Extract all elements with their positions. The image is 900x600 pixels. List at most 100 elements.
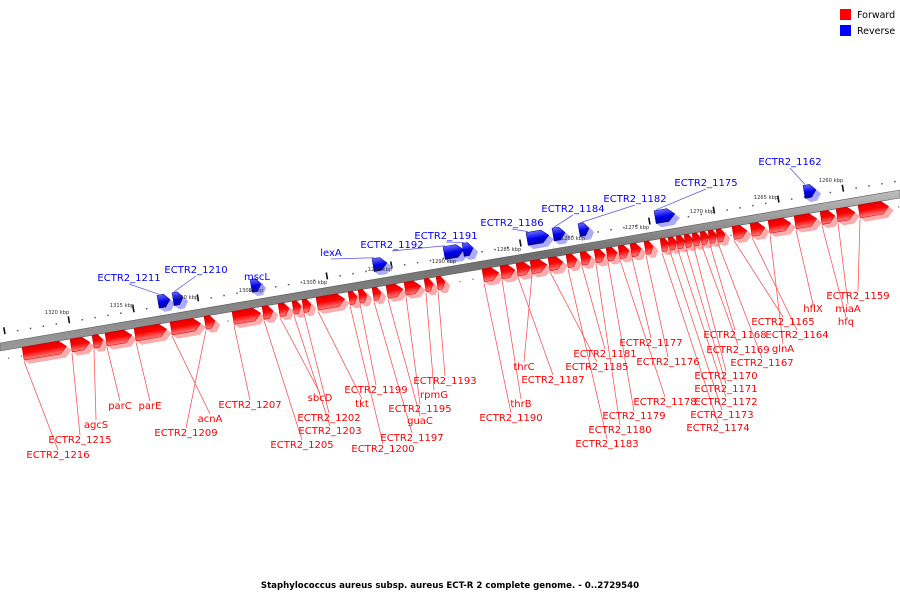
forward-feature[interactable] [547, 255, 569, 275]
forward-feature-label[interactable]: hfq [838, 317, 854, 328]
forward-feature[interactable] [767, 216, 797, 238]
forward-feature[interactable] [277, 301, 295, 321]
reverse-feature[interactable] [371, 256, 393, 276]
forward-feature[interactable] [435, 275, 451, 294]
forward-feature[interactable] [691, 231, 707, 250]
forward-feature[interactable] [749, 220, 771, 240]
reverse-feature[interactable] [551, 225, 571, 245]
forward-feature-label[interactable]: ECTR2_1207 [218, 400, 281, 411]
reverse-feature[interactable] [442, 243, 470, 264]
forward-feature[interactable] [347, 290, 363, 309]
forward-feature[interactable] [699, 230, 715, 249]
forward-feature[interactable] [133, 322, 173, 345]
forward-feature[interactable] [683, 233, 699, 252]
forward-feature[interactable] [617, 243, 635, 263]
reverse-feature-label[interactable]: ECTR2_1210 [164, 265, 227, 276]
forward-feature[interactable] [203, 314, 221, 334]
forward-feature[interactable] [819, 208, 841, 229]
forward-feature-label[interactable]: ECTR2_1197 [380, 433, 443, 444]
forward-feature-label[interactable]: sbcD [308, 393, 333, 404]
forward-feature-label[interactable]: ECTR2_1167 [730, 358, 793, 369]
forward-feature-label[interactable]: ECTR2_1181 [573, 349, 636, 360]
forward-feature-label[interactable]: thrC [513, 362, 534, 373]
forward-feature[interactable] [605, 246, 623, 266]
forward-feature[interactable] [357, 288, 373, 307]
forward-feature-label[interactable]: acnA [198, 414, 223, 425]
forward-feature-label[interactable]: guaC [407, 416, 433, 427]
forward-feature-label[interactable]: ECTR2_1183 [575, 439, 638, 450]
forward-feature-label[interactable]: ECTR2_1176 [636, 357, 699, 368]
forward-feature-label[interactable]: ECTR2_1216 [26, 450, 89, 461]
forward-feature[interactable] [659, 237, 675, 256]
forward-feature[interactable] [629, 241, 647, 261]
forward-feature-label[interactable]: ECTR2_1199 [344, 385, 407, 396]
forward-feature[interactable] [481, 266, 505, 287]
forward-feature[interactable] [291, 299, 307, 318]
forward-feature-label[interactable]: miaA [835, 304, 861, 315]
forward-feature[interactable] [261, 304, 279, 324]
forward-feature-label[interactable]: ECTR2_1209 [154, 428, 217, 439]
forward-feature-label[interactable]: agcS [84, 420, 108, 431]
reverse-feature-label[interactable]: ECTR2_1191 [414, 231, 477, 242]
forward-feature-label[interactable]: ECTR2_1172 [694, 397, 757, 408]
reverse-feature-label[interactable]: ECTR2_1184 [541, 204, 604, 215]
forward-feature-label[interactable]: ECTR2_1193 [413, 376, 476, 387]
forward-feature-label[interactable]: ECTR2_1174 [686, 423, 749, 434]
forward-feature-label[interactable]: ECTR2_1202 [297, 413, 360, 424]
forward-feature[interactable] [231, 306, 267, 329]
forward-feature[interactable] [793, 212, 823, 234]
forward-feature-label[interactable]: ECTR2_1195 [388, 404, 451, 415]
forward-feature[interactable] [835, 205, 861, 226]
forward-feature[interactable] [423, 277, 439, 296]
reverse-feature-label[interactable]: lexA [320, 248, 342, 259]
forward-feature[interactable] [69, 335, 96, 356]
forward-feature[interactable] [499, 263, 521, 283]
reverse-feature-label[interactable]: ECTR2_1211 [97, 273, 160, 284]
forward-feature-label[interactable]: glnA [772, 344, 794, 355]
forward-feature-label[interactable]: ECTR2_1159 [826, 291, 889, 302]
forward-feature-label[interactable]: ECTR2_1170 [694, 371, 757, 382]
forward-feature[interactable] [385, 282, 409, 303]
forward-feature-label[interactable]: ECTR2_1187 [521, 375, 584, 386]
forward-feature[interactable] [371, 286, 387, 305]
forward-feature[interactable] [643, 239, 659, 259]
reverse-feature[interactable] [802, 183, 822, 203]
forward-feature[interactable] [715, 227, 731, 246]
forward-feature-label[interactable]: ECTR2_1169 [706, 345, 769, 356]
forward-feature-label[interactable]: ECTR2_1165 [751, 317, 814, 328]
forward-feature-label[interactable]: ECTR2_1190 [479, 413, 542, 424]
forward-feature[interactable] [857, 199, 895, 222]
reverse-feature-label[interactable]: ECTR2_1175 [674, 178, 737, 189]
reverse-feature[interactable] [249, 277, 267, 297]
forward-feature-label[interactable]: ECTR2_1177 [619, 338, 682, 349]
forward-feature-label[interactable]: ECTR2_1164 [765, 330, 828, 341]
forward-feature[interactable] [707, 229, 723, 248]
reverse-feature[interactable] [156, 293, 176, 313]
forward-feature[interactable] [593, 248, 611, 268]
forward-feature[interactable] [21, 339, 73, 364]
forward-feature-label[interactable]: ECTR2_1178 [633, 397, 696, 408]
forward-feature[interactable] [315, 292, 351, 315]
forward-feature[interactable] [529, 257, 553, 278]
forward-feature-label[interactable]: rpmG [420, 390, 448, 401]
reverse-feature-label[interactable]: ECTR2_1192 [360, 240, 423, 251]
reverse-feature[interactable] [171, 290, 189, 310]
forward-feature[interactable] [169, 316, 207, 339]
forward-feature-label[interactable]: ECTR2_1171 [694, 384, 757, 395]
forward-feature-label[interactable]: hflX [803, 304, 823, 315]
reverse-feature[interactable] [461, 241, 479, 261]
forward-feature-label[interactable]: thrB [510, 399, 531, 410]
forward-feature[interactable] [579, 250, 597, 270]
reverse-feature[interactable] [525, 228, 555, 250]
forward-feature-label[interactable]: ECTR2_1203 [298, 426, 361, 437]
forward-feature-label[interactable]: ECTR2_1185 [565, 362, 628, 373]
forward-feature-label[interactable]: tkt [355, 399, 369, 410]
forward-feature[interactable] [565, 252, 583, 272]
forward-feature-label[interactable]: ECTR2_1205 [270, 440, 333, 451]
forward-feature[interactable] [301, 298, 317, 317]
reverse-feature-label[interactable]: ECTR2_1162 [758, 157, 821, 168]
reverse-feature[interactable] [577, 221, 595, 241]
forward-feature-label[interactable]: ECTR2_1173 [690, 410, 753, 421]
forward-feature-label[interactable]: ECTR2_1168 [703, 330, 766, 341]
forward-feature-label[interactable]: parE [139, 401, 162, 412]
